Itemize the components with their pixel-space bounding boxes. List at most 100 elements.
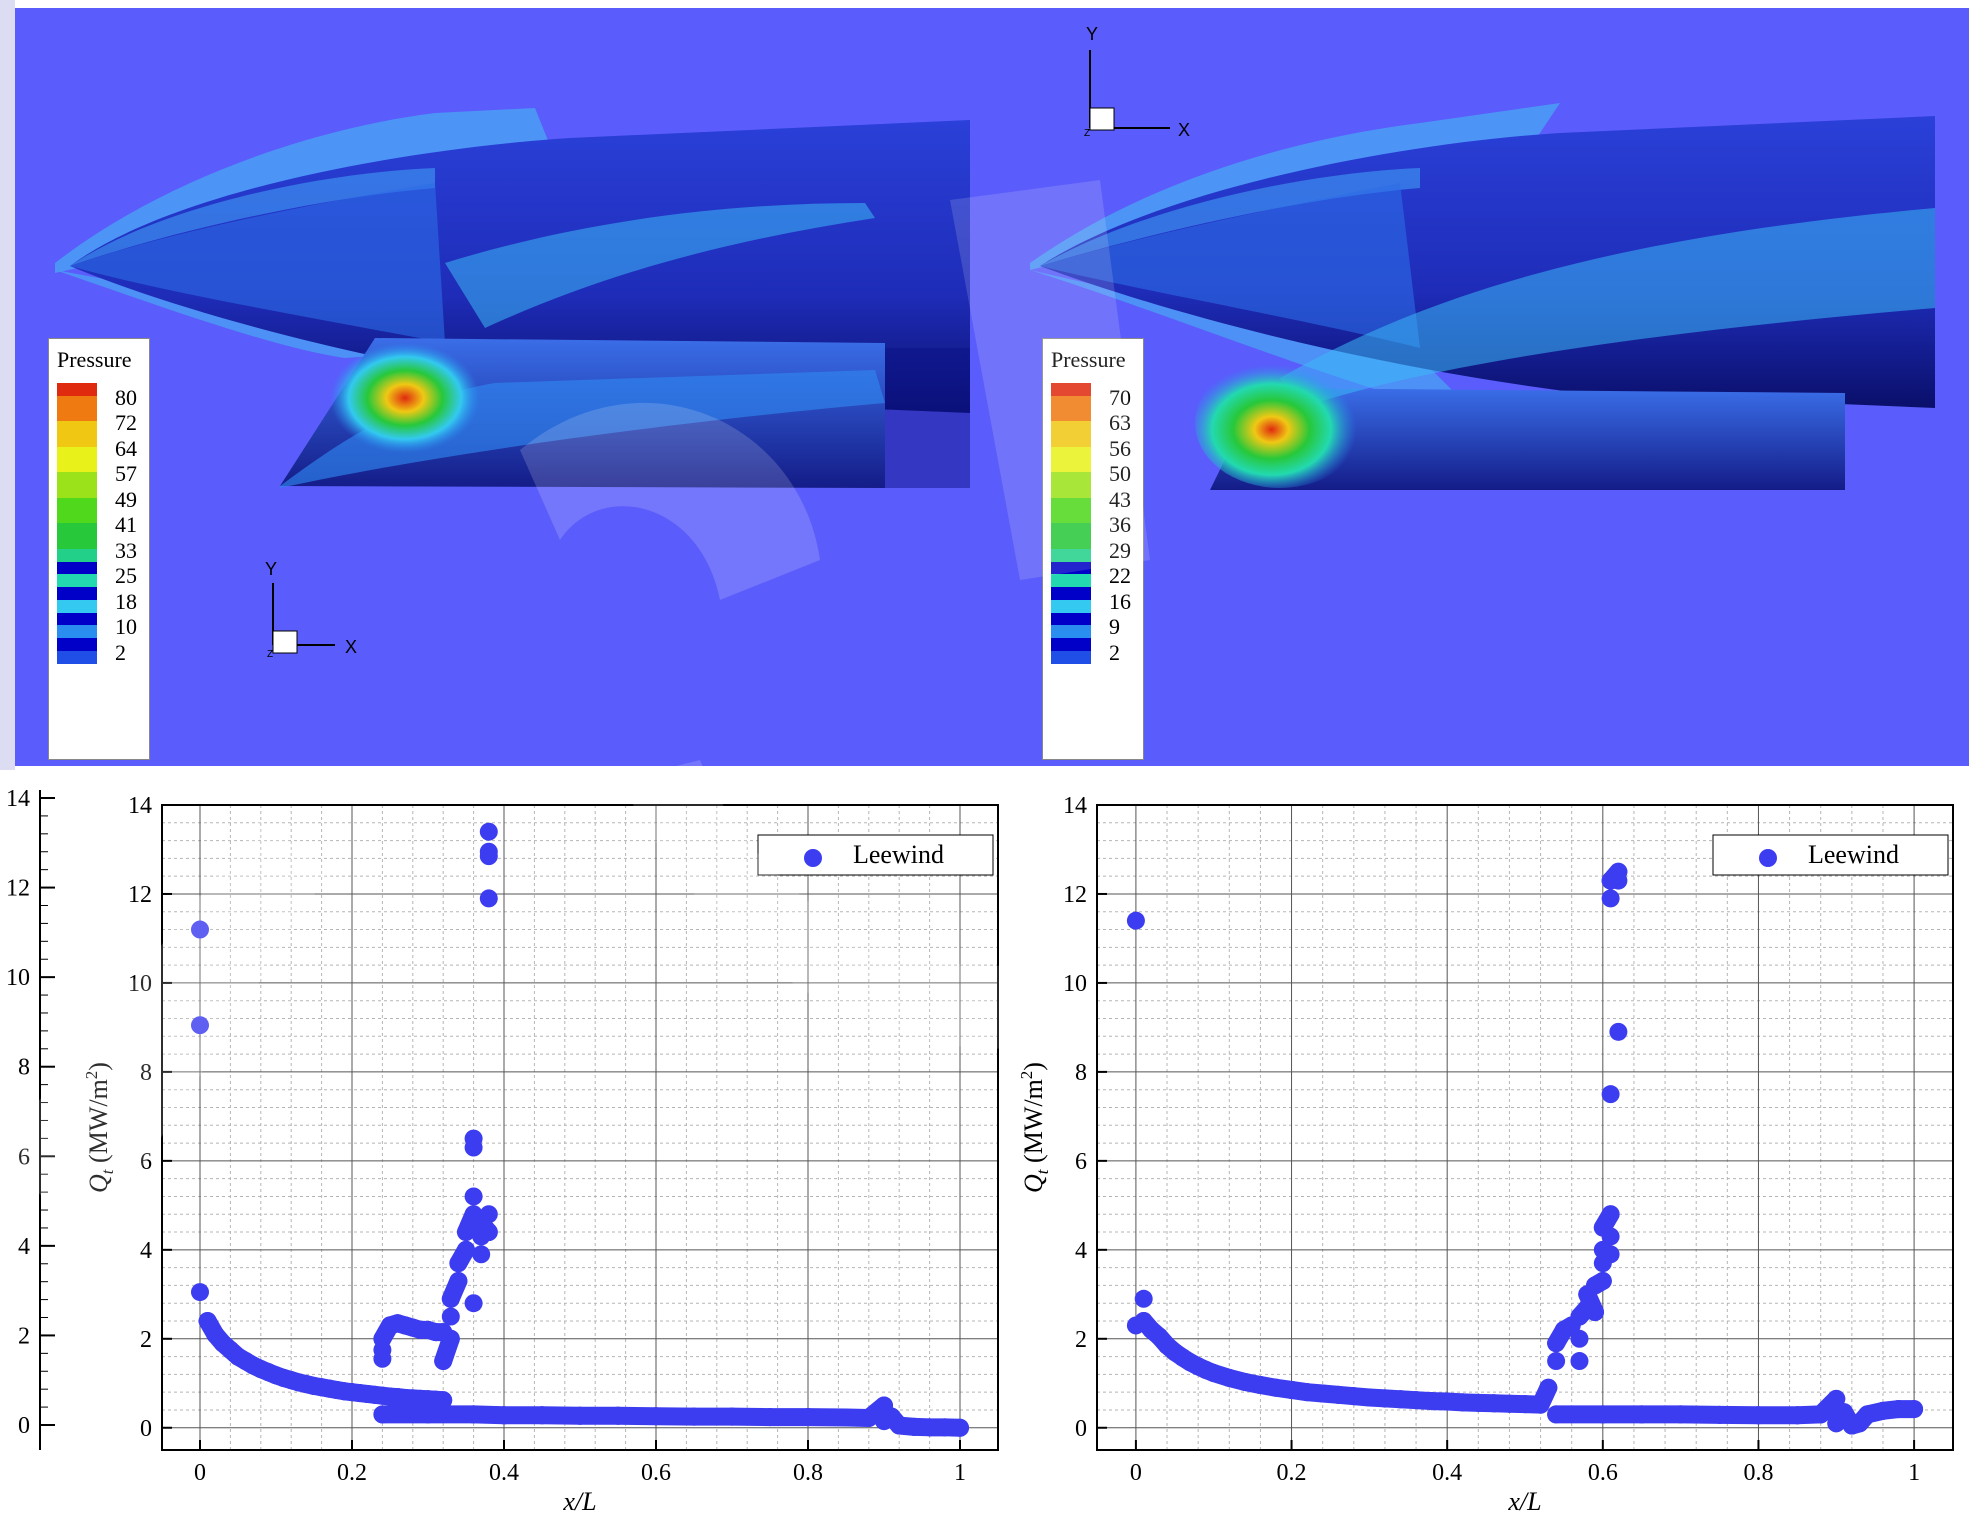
data-point xyxy=(464,1294,483,1313)
legend-swatch xyxy=(1051,638,1091,651)
legend-swatch xyxy=(57,599,97,613)
triad-x-label: X xyxy=(1178,120,1190,138)
x-tick-label: 0.6 xyxy=(1588,1460,1618,1486)
legend-level-row: 50 xyxy=(1051,459,1141,486)
data-point-band xyxy=(472,1214,498,1242)
data-point xyxy=(441,1307,460,1326)
legend-swatch xyxy=(57,587,97,600)
y-axis-label: Qt (MW/m2) xyxy=(82,1062,117,1193)
data-point-band xyxy=(1586,1271,1612,1295)
y-tick-label: 8 xyxy=(1075,1060,1087,1086)
legend-swatch xyxy=(57,650,97,664)
legend-level-row: 64 xyxy=(57,434,147,461)
interaction-hotspot xyxy=(1195,358,1365,488)
legend-level-row: 56 xyxy=(1051,434,1141,461)
legend-swatch xyxy=(57,395,97,409)
data-point xyxy=(191,1016,209,1035)
legend-swatch xyxy=(1051,485,1091,498)
legend-swatch xyxy=(57,612,97,626)
y-tick-label: 14 xyxy=(128,793,152,819)
data-point xyxy=(1570,1329,1589,1348)
y-label-superscript: 2 xyxy=(1017,1071,1036,1080)
edge-tick-label: 8 xyxy=(18,1055,30,1081)
y-tick-label: 0 xyxy=(1075,1416,1087,1442)
legend-level-label: 22 xyxy=(1109,563,1131,589)
data-point xyxy=(479,822,498,841)
x-tick-label: 0.4 xyxy=(489,1460,519,1486)
data-point xyxy=(479,889,498,908)
legend-swatch xyxy=(1051,395,1091,409)
y-label-subscript: t xyxy=(1033,1168,1052,1174)
fin-upper-shock xyxy=(1280,208,1935,408)
legend-level-row: 70 xyxy=(1051,383,1141,410)
legend-level-label: 49 xyxy=(115,486,137,512)
data-point-band xyxy=(1811,1389,1846,1424)
y-tick-label: 12 xyxy=(1063,882,1087,908)
nose-highlight xyxy=(70,168,435,266)
x-tick-label: 0.2 xyxy=(337,1460,367,1486)
legend-swatch xyxy=(57,638,97,651)
y-label-unit: (MW/m xyxy=(1019,1079,1048,1169)
legend-swatch xyxy=(57,383,97,396)
legend-level-label: 41 xyxy=(115,512,137,538)
legend-level-label: 63 xyxy=(1109,410,1131,436)
plot-frame xyxy=(161,804,999,1451)
legend-swatch xyxy=(1051,612,1091,626)
legend-level-label: 2 xyxy=(115,639,126,665)
y-label-subscript: t xyxy=(98,1168,117,1174)
edge-tick-label: 14 xyxy=(6,786,30,812)
legend-box xyxy=(757,834,994,876)
contour-render-left xyxy=(55,108,970,488)
legend-level-row: 33 xyxy=(57,536,147,563)
data-point-band xyxy=(1554,1316,1581,1339)
data-point xyxy=(1601,889,1620,908)
x-axis-label: x/L xyxy=(1507,1487,1541,1516)
x-tick-label: 0 xyxy=(194,1460,206,1486)
triad-z-label: Z xyxy=(267,649,273,660)
legend-swatch xyxy=(57,459,97,473)
legend-label: Leewind xyxy=(853,840,944,869)
data-point xyxy=(191,920,209,939)
x-axis-label: x/L xyxy=(562,1487,596,1516)
edge-tick-label: 2 xyxy=(18,1323,30,1349)
legend-level-row: 22 xyxy=(1051,561,1141,589)
data-point xyxy=(191,1283,209,1302)
data-point-band xyxy=(434,1329,460,1371)
data-point xyxy=(1547,1352,1566,1371)
data-point xyxy=(1570,1352,1589,1371)
legend-level-label: 56 xyxy=(1109,435,1131,461)
legend-swatch xyxy=(57,434,97,447)
legend-swatch xyxy=(57,523,97,536)
contour-render-right xyxy=(1030,103,1935,490)
y-label-symbol: Q xyxy=(1019,1174,1048,1193)
y-tick-label: 10 xyxy=(128,971,152,997)
contour-panel-right: Pressure 70 63 56 50 43 36 29 22 16 9 2 Y X Z xyxy=(1000,8,1969,766)
legend-swatch xyxy=(1051,536,1091,549)
body-light-region xyxy=(1040,183,1420,348)
legend-level-row: 29 xyxy=(1051,536,1141,563)
legend-title: Pressure xyxy=(1051,347,1126,372)
body-light-region xyxy=(70,183,445,343)
legend-swatch xyxy=(57,472,97,485)
legend-swatch xyxy=(1051,421,1091,434)
legend-swatch xyxy=(1051,625,1091,638)
legend-level-row: 18 xyxy=(57,587,147,614)
axis-triad-right: Y X Z xyxy=(1084,24,1190,138)
y-tick-label: 4 xyxy=(1075,1238,1087,1264)
edge-tick-label: 10 xyxy=(6,965,30,991)
legend-swatch xyxy=(1051,497,1091,511)
data-point-band xyxy=(1578,1285,1605,1322)
y-tick-label: 12 xyxy=(128,882,152,908)
legend-swatch xyxy=(1051,408,1091,422)
legend-level-row: 49 xyxy=(57,485,147,512)
legend-level-row: 9 xyxy=(1051,612,1141,639)
legend-swatch xyxy=(57,497,97,511)
triad-y-label: Y xyxy=(1086,24,1098,44)
legend-level-label: 43 xyxy=(1109,486,1131,512)
legend-level-label: 80 xyxy=(115,384,137,410)
legend-level-label: 2 xyxy=(1109,639,1120,665)
legend-level-row: 80 xyxy=(57,383,147,410)
data-point xyxy=(1609,1022,1628,1041)
